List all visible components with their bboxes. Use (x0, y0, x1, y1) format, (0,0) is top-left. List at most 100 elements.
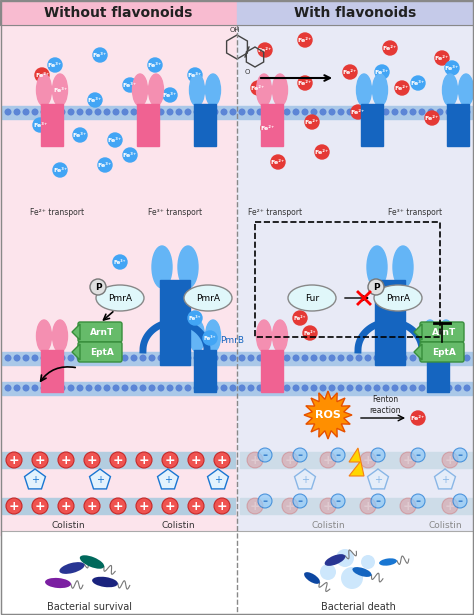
Circle shape (371, 448, 385, 462)
Circle shape (293, 109, 299, 115)
Circle shape (392, 355, 398, 361)
Ellipse shape (325, 554, 346, 566)
Circle shape (284, 109, 290, 115)
Text: Fe³⁺: Fe³⁺ (148, 63, 162, 68)
Text: +: + (217, 453, 228, 467)
Circle shape (311, 109, 317, 115)
Circle shape (53, 163, 67, 177)
Ellipse shape (190, 320, 204, 352)
Ellipse shape (152, 246, 172, 288)
Ellipse shape (36, 74, 52, 106)
Text: +: + (61, 453, 71, 467)
Circle shape (214, 452, 230, 468)
Circle shape (455, 109, 461, 115)
Text: +: + (164, 453, 175, 467)
Circle shape (86, 109, 92, 115)
Text: +: + (363, 499, 374, 512)
Text: +: + (113, 499, 123, 512)
Circle shape (149, 385, 155, 391)
Text: Fe³⁺: Fe³⁺ (108, 138, 122, 143)
Text: Fe³⁺ transport: Fe³⁺ transport (148, 208, 202, 217)
Text: PmrA: PmrA (108, 293, 132, 303)
Circle shape (221, 109, 227, 115)
Ellipse shape (374, 285, 422, 311)
Circle shape (347, 355, 353, 361)
Circle shape (158, 385, 164, 391)
Circle shape (275, 385, 281, 391)
Circle shape (32, 385, 38, 391)
Circle shape (374, 109, 380, 115)
Text: Fe²⁺: Fe²⁺ (251, 85, 265, 90)
Circle shape (188, 68, 202, 82)
Bar (240, 452, 472, 468)
Circle shape (32, 452, 48, 468)
Text: Fe³⁺: Fe³⁺ (123, 153, 137, 157)
Text: EptA: EptA (432, 347, 456, 357)
Ellipse shape (356, 74, 372, 106)
FancyBboxPatch shape (78, 322, 122, 342)
Circle shape (419, 109, 425, 115)
Circle shape (188, 311, 202, 325)
Circle shape (419, 385, 425, 391)
Circle shape (123, 78, 137, 92)
Circle shape (320, 385, 326, 391)
Text: Fe³⁺: Fe³⁺ (189, 315, 201, 320)
Text: +: + (139, 453, 149, 467)
Ellipse shape (288, 285, 336, 311)
Circle shape (392, 109, 398, 115)
Text: +: + (61, 499, 71, 512)
Circle shape (50, 355, 56, 361)
Bar (2, 498, 235, 514)
Circle shape (428, 385, 434, 391)
Bar (2, 382, 472, 395)
Circle shape (104, 385, 110, 391)
Text: +: + (441, 475, 449, 485)
Circle shape (239, 109, 245, 115)
Circle shape (446, 355, 452, 361)
Circle shape (360, 452, 376, 468)
Bar (375, 280, 405, 365)
Text: EptA: EptA (90, 347, 114, 357)
Circle shape (371, 494, 385, 508)
Circle shape (230, 385, 236, 391)
Bar (0, 0, 474, 25)
Circle shape (163, 88, 177, 102)
Ellipse shape (438, 320, 454, 352)
Bar (237, 0, 474, 25)
Text: Fe³⁺: Fe³⁺ (53, 167, 67, 172)
Circle shape (248, 109, 254, 115)
Circle shape (411, 448, 425, 462)
Bar (0, 0, 237, 25)
Circle shape (392, 385, 398, 391)
Text: +: + (113, 453, 123, 467)
Circle shape (48, 58, 62, 72)
Text: Fe³⁺: Fe³⁺ (188, 73, 202, 77)
Text: -: - (263, 448, 267, 461)
Circle shape (59, 385, 65, 391)
Circle shape (320, 498, 336, 514)
Text: Fe²⁺: Fe²⁺ (383, 46, 397, 50)
Circle shape (284, 355, 290, 361)
Circle shape (203, 385, 209, 391)
Text: Fe³⁺: Fe³⁺ (88, 98, 102, 103)
Text: +: + (374, 475, 382, 485)
Bar (237, 25, 474, 535)
Circle shape (455, 385, 461, 391)
Text: Fe²⁺: Fe²⁺ (343, 69, 357, 74)
Bar (2, 452, 235, 468)
Text: PmrB: PmrB (435, 336, 459, 345)
Text: With flavonoids: With flavonoids (294, 6, 416, 20)
Circle shape (305, 115, 319, 129)
Text: Fenton
reaction: Fenton reaction (369, 395, 401, 415)
Circle shape (50, 109, 56, 115)
FancyBboxPatch shape (420, 342, 464, 362)
Circle shape (188, 452, 204, 468)
Circle shape (360, 498, 376, 514)
Circle shape (176, 355, 182, 361)
Text: +: + (35, 499, 46, 512)
Text: +: + (31, 475, 39, 485)
Circle shape (73, 128, 87, 142)
Circle shape (400, 452, 416, 468)
Circle shape (343, 65, 357, 79)
Circle shape (329, 109, 335, 115)
